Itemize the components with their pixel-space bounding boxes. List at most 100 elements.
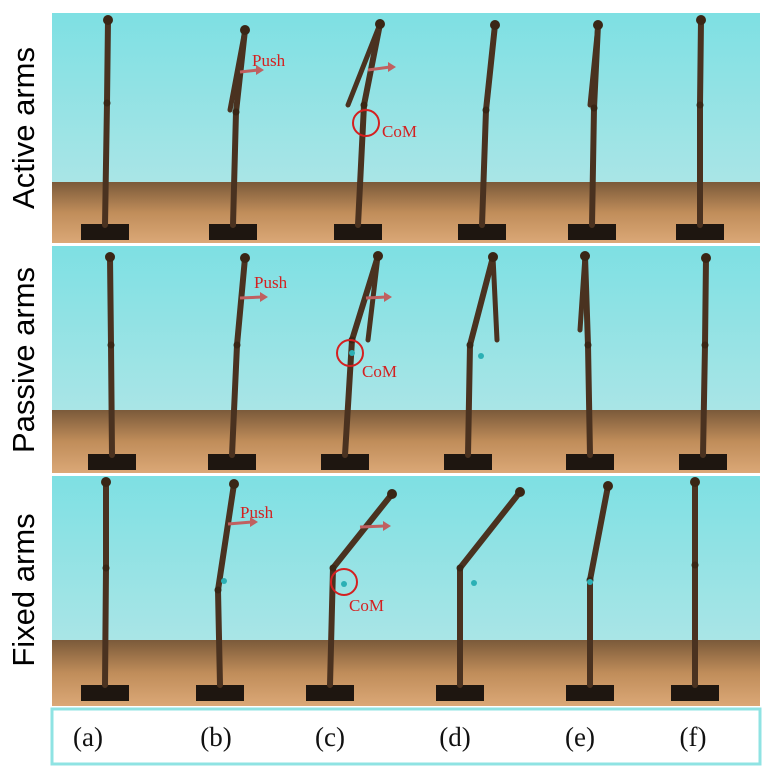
- robot-arm: [490, 254, 500, 343]
- sky: [52, 13, 760, 182]
- robot-base: [566, 685, 614, 701]
- ground: [52, 640, 760, 706]
- robot-base: [671, 685, 719, 701]
- robot-base: [81, 224, 129, 240]
- joint: [580, 251, 590, 261]
- joint: [603, 481, 613, 491]
- robot-body: [107, 254, 115, 458]
- panel-label: (c): [315, 722, 345, 752]
- joint: [696, 101, 704, 109]
- com-label: CoM: [349, 596, 384, 615]
- ground: [52, 410, 760, 473]
- joint: [240, 25, 250, 35]
- arrow-head: [256, 65, 264, 75]
- robot-arm: [577, 253, 588, 333]
- panel-label: (e): [565, 722, 595, 752]
- arrow-head: [383, 521, 391, 531]
- label-box: [50, 707, 762, 766]
- com-dot: [221, 578, 227, 584]
- push-label: Push: [240, 503, 274, 522]
- arrow-head: [260, 292, 268, 302]
- robot-base: [196, 685, 244, 701]
- joint: [375, 19, 385, 29]
- push-arrow: [239, 68, 259, 74]
- robot-arm: [227, 27, 248, 113]
- sky: [52, 246, 760, 410]
- panel-label: (b): [200, 722, 231, 752]
- robot-arm: [587, 22, 601, 108]
- robot-base: [209, 224, 257, 240]
- joint: [329, 564, 337, 572]
- com-dot: [341, 581, 347, 587]
- joint: [466, 341, 474, 349]
- joint: [233, 341, 241, 349]
- joint: [515, 487, 525, 497]
- com-dot: [587, 579, 593, 585]
- joint: [593, 20, 603, 30]
- joint: [214, 586, 222, 594]
- robot-base: [88, 454, 136, 470]
- robot-base: [208, 454, 256, 470]
- com-label: CoM: [382, 122, 417, 141]
- robot-base: [568, 224, 616, 240]
- joint: [229, 479, 239, 489]
- com-marker: [330, 568, 358, 596]
- joint: [696, 15, 706, 25]
- com-marker: [336, 339, 364, 367]
- robot-base: [444, 454, 492, 470]
- joint: [456, 564, 464, 572]
- joint: [488, 252, 498, 262]
- com-marker: [352, 109, 380, 137]
- com-dot: [478, 353, 484, 359]
- push-label: Push: [254, 273, 288, 292]
- robot-arm: [483, 22, 498, 115]
- robot-body: [700, 255, 709, 458]
- panel-label: (d): [439, 722, 470, 752]
- panel-label: (a): [73, 722, 103, 752]
- joint: [240, 253, 250, 263]
- push-arrow: [227, 520, 253, 526]
- robot-body: [102, 17, 111, 228]
- push-arrow: [367, 65, 391, 72]
- com-dot: [471, 580, 477, 586]
- joint: [701, 341, 709, 349]
- robot-body: [697, 17, 704, 228]
- joint: [482, 106, 490, 114]
- joint: [590, 104, 598, 112]
- arrow-head: [388, 62, 396, 72]
- joint: [690, 477, 700, 487]
- robot-base: [676, 224, 724, 240]
- robot-base: [321, 454, 369, 470]
- panels: [52, 13, 760, 706]
- row-label: Active arms: [6, 47, 41, 209]
- robots: [81, 15, 727, 701]
- row-label: Fixed arms: [6, 513, 41, 666]
- robot-base: [306, 685, 354, 701]
- joint: [691, 561, 699, 569]
- robot-arm: [345, 21, 383, 108]
- ground: [52, 182, 760, 243]
- row-label: Passive arms: [6, 267, 41, 453]
- sky: [52, 476, 760, 640]
- joint: [387, 489, 397, 499]
- com-label: CoM: [362, 362, 397, 381]
- joint: [701, 253, 711, 263]
- joint: [107, 341, 115, 349]
- panel-label: (f): [680, 722, 707, 752]
- push-label: Push: [252, 51, 286, 70]
- joint: [105, 252, 115, 262]
- joint: [103, 15, 113, 25]
- joint: [232, 108, 240, 116]
- push-arrow: [365, 295, 387, 300]
- joint: [373, 251, 383, 261]
- robot-base: [436, 685, 484, 701]
- arrow-head: [384, 292, 392, 302]
- robot-base: [679, 454, 727, 470]
- robot-base: [81, 685, 129, 701]
- robot-base: [334, 224, 382, 240]
- robot-base: [566, 454, 614, 470]
- joint: [360, 101, 368, 109]
- joint: [101, 477, 111, 487]
- joint: [584, 341, 592, 349]
